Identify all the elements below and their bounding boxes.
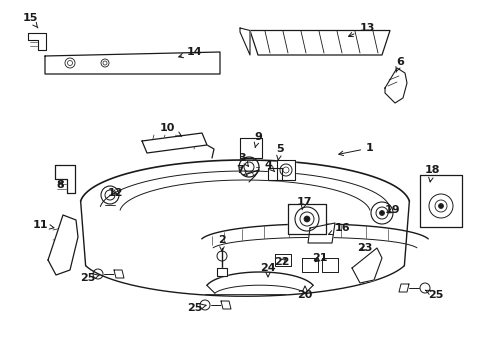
Text: 19: 19 <box>385 205 400 215</box>
Text: 25: 25 <box>187 303 205 313</box>
Text: 11: 11 <box>32 220 54 230</box>
Text: 16: 16 <box>328 223 350 235</box>
Text: 8: 8 <box>56 180 64 190</box>
Circle shape <box>379 211 384 216</box>
Text: 9: 9 <box>254 132 262 148</box>
Text: 13: 13 <box>348 23 374 37</box>
Polygon shape <box>240 138 262 158</box>
Polygon shape <box>398 284 408 292</box>
Polygon shape <box>267 168 282 180</box>
Polygon shape <box>217 268 226 276</box>
Text: 23: 23 <box>357 243 372 253</box>
Text: 1: 1 <box>338 143 373 156</box>
Circle shape <box>304 216 309 222</box>
Text: 12: 12 <box>107 188 122 198</box>
Text: 17: 17 <box>296 197 311 210</box>
Text: 3: 3 <box>238 153 248 166</box>
Text: 21: 21 <box>312 253 327 263</box>
Polygon shape <box>114 270 124 278</box>
Polygon shape <box>321 258 337 272</box>
Polygon shape <box>276 160 294 180</box>
Polygon shape <box>302 258 317 272</box>
Text: 25: 25 <box>80 273 99 283</box>
Text: 7: 7 <box>236 165 246 175</box>
Polygon shape <box>287 204 325 234</box>
Polygon shape <box>48 215 78 275</box>
Text: 10: 10 <box>159 123 181 136</box>
Polygon shape <box>351 248 381 283</box>
Polygon shape <box>249 31 389 55</box>
Text: 6: 6 <box>395 57 403 72</box>
Text: 14: 14 <box>178 47 203 58</box>
Polygon shape <box>307 223 334 243</box>
Polygon shape <box>274 254 290 266</box>
Polygon shape <box>384 68 406 103</box>
Text: 22: 22 <box>274 257 289 267</box>
Text: 5: 5 <box>276 144 283 160</box>
Text: 2: 2 <box>218 235 225 251</box>
Polygon shape <box>419 175 461 227</box>
Polygon shape <box>240 28 249 55</box>
Text: 18: 18 <box>424 165 439 182</box>
Polygon shape <box>221 301 230 309</box>
Polygon shape <box>28 33 46 50</box>
Text: 25: 25 <box>425 290 443 300</box>
Text: 15: 15 <box>22 13 38 28</box>
Text: 24: 24 <box>260 263 275 277</box>
Circle shape <box>438 203 443 208</box>
Text: 4: 4 <box>264 160 274 172</box>
Polygon shape <box>142 133 206 153</box>
Polygon shape <box>45 52 220 74</box>
Polygon shape <box>55 165 75 193</box>
Text: 20: 20 <box>297 286 312 300</box>
